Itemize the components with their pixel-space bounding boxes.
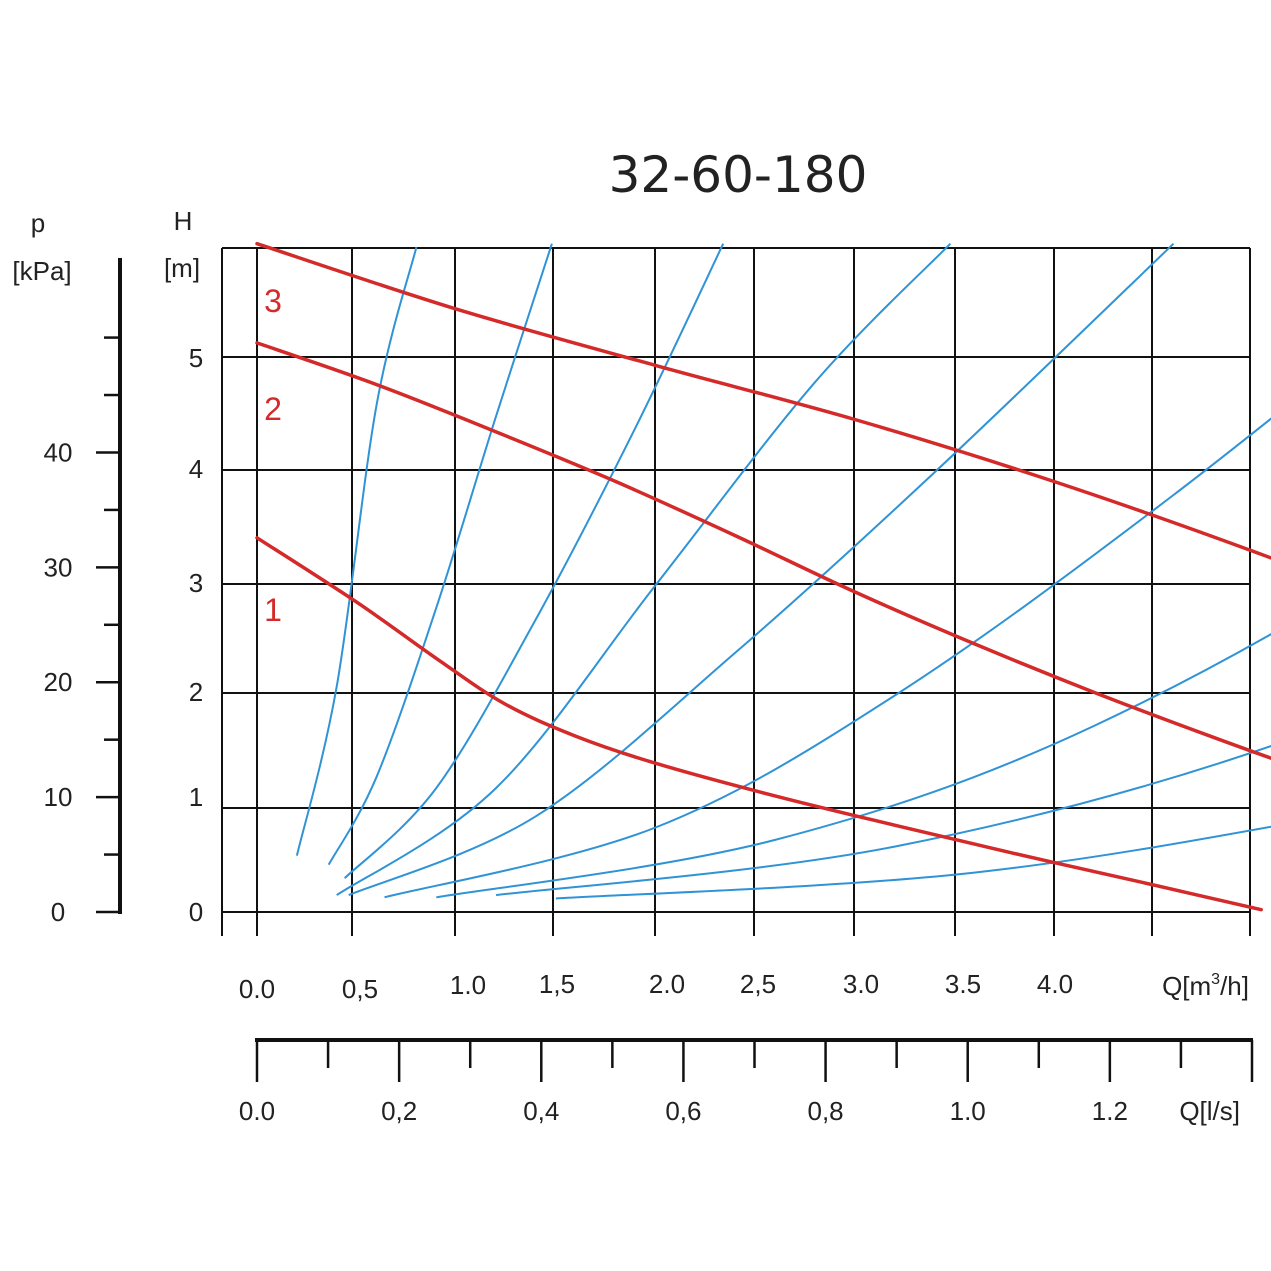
system-curve	[343, 243, 725, 879]
pressure-tick-label: 30	[44, 552, 73, 582]
system-curve	[495, 745, 1271, 897]
head-tick-label: 2	[189, 677, 203, 707]
head-tick-label: 1	[189, 782, 203, 812]
flow-axis-m3h-label-main: Q[m	[1162, 971, 1211, 1001]
system-curve	[555, 825, 1271, 900]
flow-axis-m3h-label-sup: 3	[1211, 971, 1220, 988]
pressure-axis-unit: [kPa]	[12, 256, 71, 286]
pressure-axis-symbol: p	[31, 208, 45, 238]
flow-m3h-tick-label: 3.0	[843, 969, 879, 999]
flow-axis-m3h: Q[m3/h] 0.0 0,5 1.0 1,5 2.0 2,5 3.0 3.5 4.0	[239, 969, 1249, 1004]
flow-axis-m3h-label: Q[m3/h]	[1162, 971, 1249, 1001]
pressure-axis: p [kPa] 0 10 20 30 40	[12, 208, 122, 927]
pump-curve-label: 2	[264, 391, 282, 427]
head-tick-label: 5	[189, 343, 203, 373]
head-tick-label: 0	[189, 897, 203, 927]
head-tick-label: 4	[189, 454, 203, 484]
flow-ls-tick-label: 1.2	[1092, 1096, 1128, 1126]
flow-m3h-tick-label: 2,5	[740, 969, 776, 999]
flow-m3h-tick-label: 0.0	[239, 974, 275, 1004]
flow-ls-tick-label: 1.0	[950, 1096, 986, 1126]
system-curves	[295, 242, 1271, 900]
flow-m3h-tick-label: 1.0	[450, 970, 486, 1000]
system-curve	[384, 417, 1271, 899]
head-tick-label: 3	[189, 568, 203, 598]
pump-curves: 1 2 3	[255, 241, 1271, 912]
flow-ls-tick-label: 0,4	[523, 1096, 559, 1126]
pressure-tick-label: 40	[44, 437, 73, 467]
flow-m3h-tick-label: 4.0	[1037, 969, 1073, 999]
flow-m3h-tick-label: 3.5	[945, 969, 981, 999]
pump-curve-3	[255, 241, 1271, 560]
system-curve	[348, 242, 1175, 897]
flow-axis-ls-label: Q[l/s]	[1179, 1096, 1240, 1126]
pressure-tick-label: 0	[51, 897, 65, 927]
flow-m3h-tick-label: 2.0	[649, 969, 685, 999]
flow-axis-ls: Q[l/s] 0.0 0,2 0,4 0,6 0,8 1.0 1.2	[239, 1038, 1254, 1126]
flow-m3h-tick-label: 0,5	[342, 974, 378, 1004]
flow-ls-tick-label: 0.0	[239, 1096, 275, 1126]
system-curve	[436, 633, 1271, 899]
plot-grid	[221, 247, 1251, 936]
pump-curve-1	[255, 536, 1263, 912]
pressure-tick-label: 10	[44, 782, 73, 812]
pump-curve-label: 3	[264, 283, 282, 319]
system-curve	[336, 243, 952, 896]
head-axis: H [m] 0 1 2 3 4 5	[164, 206, 203, 927]
system-curve	[295, 246, 418, 856]
system-curve	[327, 243, 553, 866]
pump-curve-2	[255, 341, 1271, 761]
pump-curve-label: 1	[264, 592, 282, 628]
chart-title: 32-60-180	[609, 146, 868, 204]
flow-ls-tick-label: 0,6	[665, 1096, 701, 1126]
flow-m3h-tick-label: 1,5	[539, 969, 575, 999]
pressure-tick-label: 20	[44, 667, 73, 697]
flow-axis-m3h-label-tail: /h]	[1220, 971, 1249, 1001]
flow-ls-tick-label: 0,8	[807, 1096, 843, 1126]
flow-ls-tick-label: 0,2	[381, 1096, 417, 1126]
head-axis-symbol: H	[174, 206, 193, 236]
head-axis-unit: [m]	[164, 253, 200, 283]
